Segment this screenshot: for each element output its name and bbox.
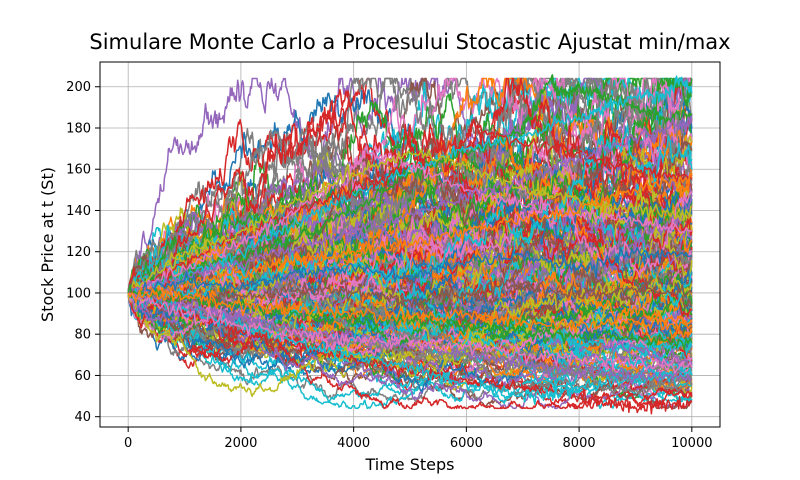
y-tick-label: 160	[66, 163, 91, 178]
simulation-paths	[127, 74, 693, 415]
y-tick-label: 80	[74, 328, 91, 343]
axis-ticks: 0 2000 4000 6000 8000 10000 40 60 80 100 120 140 160…	[66, 80, 712, 451]
y-tick-label: 140	[66, 204, 91, 219]
highlight-path	[128, 173, 693, 299]
highlight-path	[127, 148, 693, 294]
x-tick-label: 10000	[671, 436, 712, 451]
x-tick-label: 4000	[337, 436, 370, 451]
x-tick-label: 0	[124, 436, 132, 451]
chart-title: Simulare Monte Carlo a Procesului Stocas…	[89, 30, 730, 54]
simulation-path	[127, 277, 693, 393]
plot-frame	[99, 61, 721, 428]
x-tick-label: 6000	[450, 436, 483, 451]
highlight-path	[127, 75, 693, 299]
highlight-path	[127, 287, 693, 405]
x-tick-label: 2000	[224, 436, 257, 451]
highlight-path	[127, 277, 693, 309]
simulation-path	[127, 267, 693, 368]
highlight-path	[127, 287, 692, 385]
y-tick-label: 200	[66, 80, 91, 95]
highlight-path	[127, 292, 693, 374]
highlight-path	[127, 284, 693, 351]
highlight-path	[127, 144, 692, 297]
simulation-path	[127, 77, 693, 298]
x-tick-label: 8000	[563, 436, 596, 451]
y-tick-label: 40	[74, 410, 91, 425]
y-tick-label: 120	[66, 245, 91, 260]
y-tick-label: 60	[74, 369, 91, 384]
highlight-path	[127, 288, 692, 333]
y-tick-label: 100	[66, 286, 91, 301]
highlight-path	[127, 246, 692, 297]
simulation-path	[127, 227, 693, 398]
x-axis-title: Time Steps	[364, 455, 454, 474]
y-axis-title: Stock Price at t (St)	[38, 167, 57, 322]
simulation-path	[127, 270, 693, 341]
highlight-path	[128, 290, 693, 415]
simulation-path	[127, 255, 693, 395]
simulation-path	[127, 242, 693, 344]
highlight-path	[127, 116, 693, 294]
y-tick-label: 180	[66, 121, 91, 136]
simulation-path	[127, 288, 693, 410]
